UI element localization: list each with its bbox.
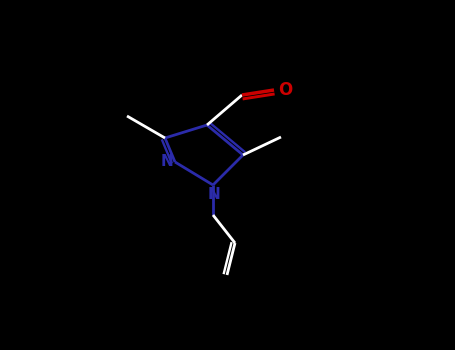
Text: N: N — [160, 154, 173, 169]
Text: O: O — [278, 81, 292, 99]
Text: N: N — [207, 187, 220, 202]
